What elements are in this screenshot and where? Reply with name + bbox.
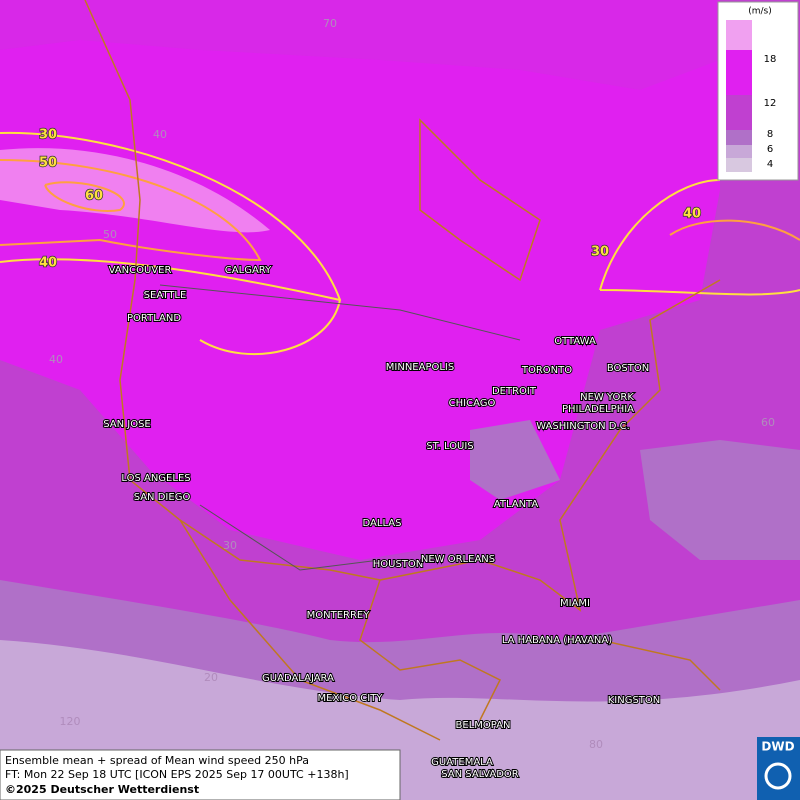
city-label: SEATTLE bbox=[144, 290, 187, 301]
city-label: LOS ANGELES bbox=[121, 473, 190, 484]
grid-label: 50 bbox=[103, 228, 117, 241]
footer-text: Ensemble mean + spread of Mean wind spee… bbox=[5, 754, 309, 767]
city-label: SAN DIEGO bbox=[134, 492, 191, 503]
city-label: OTTAWA bbox=[554, 336, 596, 347]
contour-line bbox=[0, 131, 800, 355]
footer-box bbox=[0, 749, 401, 800]
city-label: ATLANTA bbox=[494, 499, 539, 510]
legend-swatch bbox=[726, 145, 752, 158]
logo-icon bbox=[764, 762, 792, 790]
city-label: PORTLAND bbox=[127, 313, 181, 324]
grid-label: 40 bbox=[49, 353, 63, 366]
wind-area bbox=[0, 0, 720, 90]
city-label: GUADALAJARA bbox=[262, 673, 334, 684]
contour-label: 60 bbox=[85, 189, 103, 204]
high-wind-area bbox=[0, 0, 720, 560]
legend-swatch bbox=[726, 130, 752, 145]
contour-label: 40 bbox=[683, 207, 701, 222]
city-label: KINGSTON bbox=[608, 695, 661, 706]
grid-label: 120 bbox=[60, 715, 81, 728]
legend-label: 4 bbox=[767, 159, 773, 170]
city-label: MIAMI bbox=[560, 598, 590, 609]
city-label: WASHINGTON D.C. bbox=[536, 421, 630, 432]
city-label: HOUSTON bbox=[373, 559, 424, 570]
city-label: VANCOUVER bbox=[109, 265, 172, 276]
city-label: CALGARY bbox=[225, 265, 272, 276]
logo-text: DWD bbox=[761, 740, 794, 754]
legend-swatch bbox=[726, 50, 752, 95]
legend-label: 18 bbox=[764, 54, 777, 65]
legend-swatch bbox=[726, 20, 752, 50]
medium-wind-patch bbox=[470, 420, 800, 560]
contour-label: 30 bbox=[39, 128, 57, 143]
contour-label: 30 bbox=[591, 245, 609, 260]
city-label: BELMOPAN bbox=[456, 720, 511, 731]
contour-line bbox=[0, 159, 800, 262]
city-label: ST. LOUIS bbox=[426, 441, 473, 452]
grid-label: 20 bbox=[204, 671, 218, 684]
city-label: MONTERREY bbox=[307, 610, 371, 621]
city-label: DETROIT bbox=[492, 386, 537, 397]
city-label: NEW YORK bbox=[580, 392, 634, 403]
legend-label: 6 bbox=[767, 144, 773, 155]
city-label: PHILADELPHIA bbox=[562, 404, 634, 415]
contour-label: 40 bbox=[39, 256, 57, 271]
city-label: SAN SALVADOR bbox=[441, 769, 518, 780]
grid-label: 80 bbox=[589, 738, 603, 751]
grid-label: 60 bbox=[761, 416, 775, 429]
legend-swatch bbox=[726, 95, 752, 130]
legend-swatch bbox=[726, 158, 752, 172]
city-label: MINNEAPOLIS bbox=[386, 362, 454, 373]
city-label: DALLAS bbox=[363, 518, 402, 529]
city-label: NEW ORLEANS bbox=[421, 554, 495, 565]
city-label: BOSTON bbox=[607, 363, 649, 374]
city-label: GUATEMALA bbox=[431, 757, 493, 768]
footer-text: ©2025 Deutscher Wetterdienst bbox=[5, 783, 199, 796]
grid-label: 30 bbox=[223, 539, 237, 552]
legend-unit: (m/s) bbox=[748, 7, 772, 17]
border bbox=[159, 284, 521, 571]
jet-core bbox=[0, 148, 270, 233]
city-label: CHICAGO bbox=[449, 398, 496, 409]
city-label: MEXICO CITY bbox=[318, 693, 384, 704]
logo bbox=[757, 737, 800, 800]
legend-label: 12 bbox=[764, 98, 777, 109]
city-label: LA HABANA (HAVANA) bbox=[502, 635, 612, 646]
city-label: TORONTO bbox=[521, 365, 572, 376]
contour-label: 50 bbox=[39, 156, 57, 171]
grid-label: 40 bbox=[153, 128, 167, 141]
coastline bbox=[84, 0, 721, 741]
footer-text: FT: Mon 22 Sep 18 UTC [ICON EPS 2025 Sep… bbox=[5, 768, 349, 781]
legend-label: 8 bbox=[767, 129, 773, 140]
legend: (m/s) bbox=[717, 1, 799, 181]
grid-label: 70 bbox=[323, 17, 337, 30]
city-label: SAN JOSE bbox=[103, 419, 151, 430]
